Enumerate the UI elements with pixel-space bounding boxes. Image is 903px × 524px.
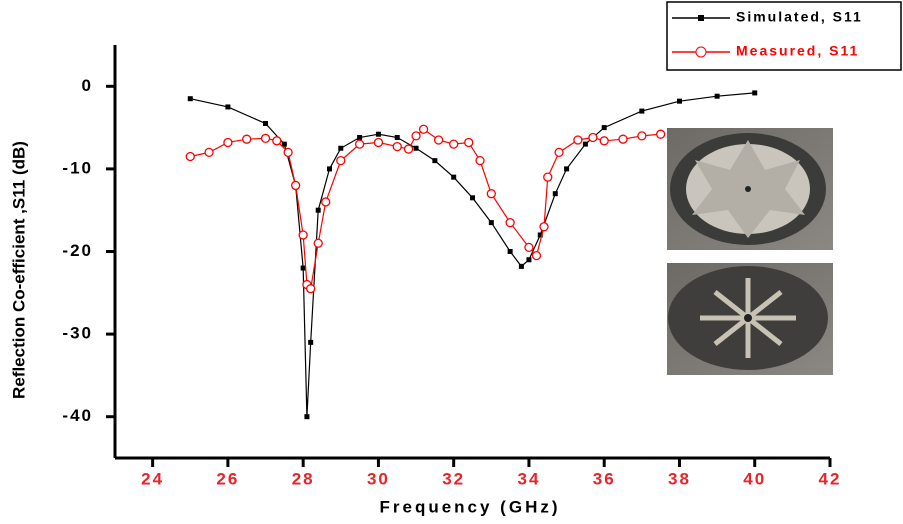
y-tick-label: -20 <box>62 241 93 260</box>
marker <box>451 174 457 180</box>
marker <box>283 147 293 158</box>
marker <box>185 151 195 162</box>
marker <box>304 414 310 420</box>
marker <box>223 137 233 148</box>
marker <box>537 232 543 238</box>
marker <box>599 136 609 146</box>
legend-label: Measured, S11 <box>736 43 859 59</box>
marker <box>714 93 720 99</box>
marker <box>432 158 438 164</box>
marker <box>505 217 515 228</box>
marker <box>475 155 485 166</box>
marker <box>588 132 598 143</box>
marker <box>336 155 346 166</box>
marker <box>449 139 459 149</box>
marker <box>373 137 384 148</box>
marker <box>639 108 645 114</box>
marker <box>313 238 323 248</box>
x-tick-label: 30 <box>367 469 390 488</box>
marker <box>526 257 532 263</box>
legend-box <box>666 1 902 71</box>
photo-bottom <box>667 263 833 375</box>
x-tick-label: 24 <box>141 469 164 488</box>
legend-marker <box>695 46 707 58</box>
marker <box>676 98 682 104</box>
x-tick-label: 40 <box>743 469 766 488</box>
marker <box>187 96 193 102</box>
y-axis-label: Reflection Co-efficient ,S11 (dB) <box>9 141 28 399</box>
marker <box>306 284 316 294</box>
marker <box>403 144 414 154</box>
marker <box>338 145 344 151</box>
marker <box>413 145 419 151</box>
y-tick-label: -30 <box>62 324 93 343</box>
marker <box>752 90 758 96</box>
x-axis-label: Frequency (GHz) <box>379 497 560 516</box>
legend-label: Simulated, S11 <box>736 9 863 25</box>
marker <box>298 230 308 240</box>
marker <box>582 141 588 147</box>
photo-top <box>667 128 833 250</box>
x-tick-label: 28 <box>292 469 315 488</box>
marker <box>281 141 287 147</box>
marker <box>656 129 666 139</box>
marker <box>539 222 549 232</box>
marker <box>204 147 214 158</box>
legend-marker <box>698 15 704 21</box>
x-tick-label: 32 <box>442 469 465 488</box>
marker <box>470 195 475 201</box>
marker <box>300 265 306 271</box>
x-tick-label: 36 <box>593 469 616 488</box>
marker <box>225 104 231 110</box>
marker <box>531 250 542 261</box>
marker <box>327 166 332 172</box>
marker <box>564 166 570 172</box>
marker <box>242 134 252 144</box>
marker <box>392 141 402 152</box>
marker <box>394 135 400 141</box>
marker <box>573 135 583 145</box>
marker <box>411 131 421 141</box>
marker <box>354 139 365 149</box>
marker <box>601 125 607 131</box>
marker <box>375 131 381 137</box>
marker <box>554 147 564 158</box>
marker <box>260 133 271 143</box>
marker <box>308 339 314 345</box>
marker <box>418 124 429 134</box>
y-tick-label: -10 <box>62 158 93 177</box>
y-tick-label: -40 <box>62 406 93 425</box>
x-tick-label: 26 <box>216 469 239 488</box>
marker <box>637 131 647 141</box>
marker <box>290 180 301 191</box>
marker <box>618 134 628 144</box>
marker <box>272 136 282 146</box>
x-tick-label: 34 <box>517 469 540 488</box>
marker <box>486 189 496 199</box>
marker <box>315 207 321 213</box>
x-tick-label: 42 <box>819 469 842 488</box>
marker <box>433 135 444 145</box>
marker <box>518 263 524 269</box>
y-tick-label: 0 <box>82 76 93 95</box>
marker <box>524 242 534 253</box>
marker <box>464 137 474 148</box>
series-line <box>190 128 661 290</box>
marker <box>507 249 513 254</box>
marker <box>263 120 269 126</box>
marker <box>488 220 494 226</box>
marker <box>321 197 331 207</box>
marker <box>357 135 363 141</box>
x-tick-label: 38 <box>668 469 691 488</box>
marker <box>552 191 558 197</box>
marker <box>543 172 553 182</box>
